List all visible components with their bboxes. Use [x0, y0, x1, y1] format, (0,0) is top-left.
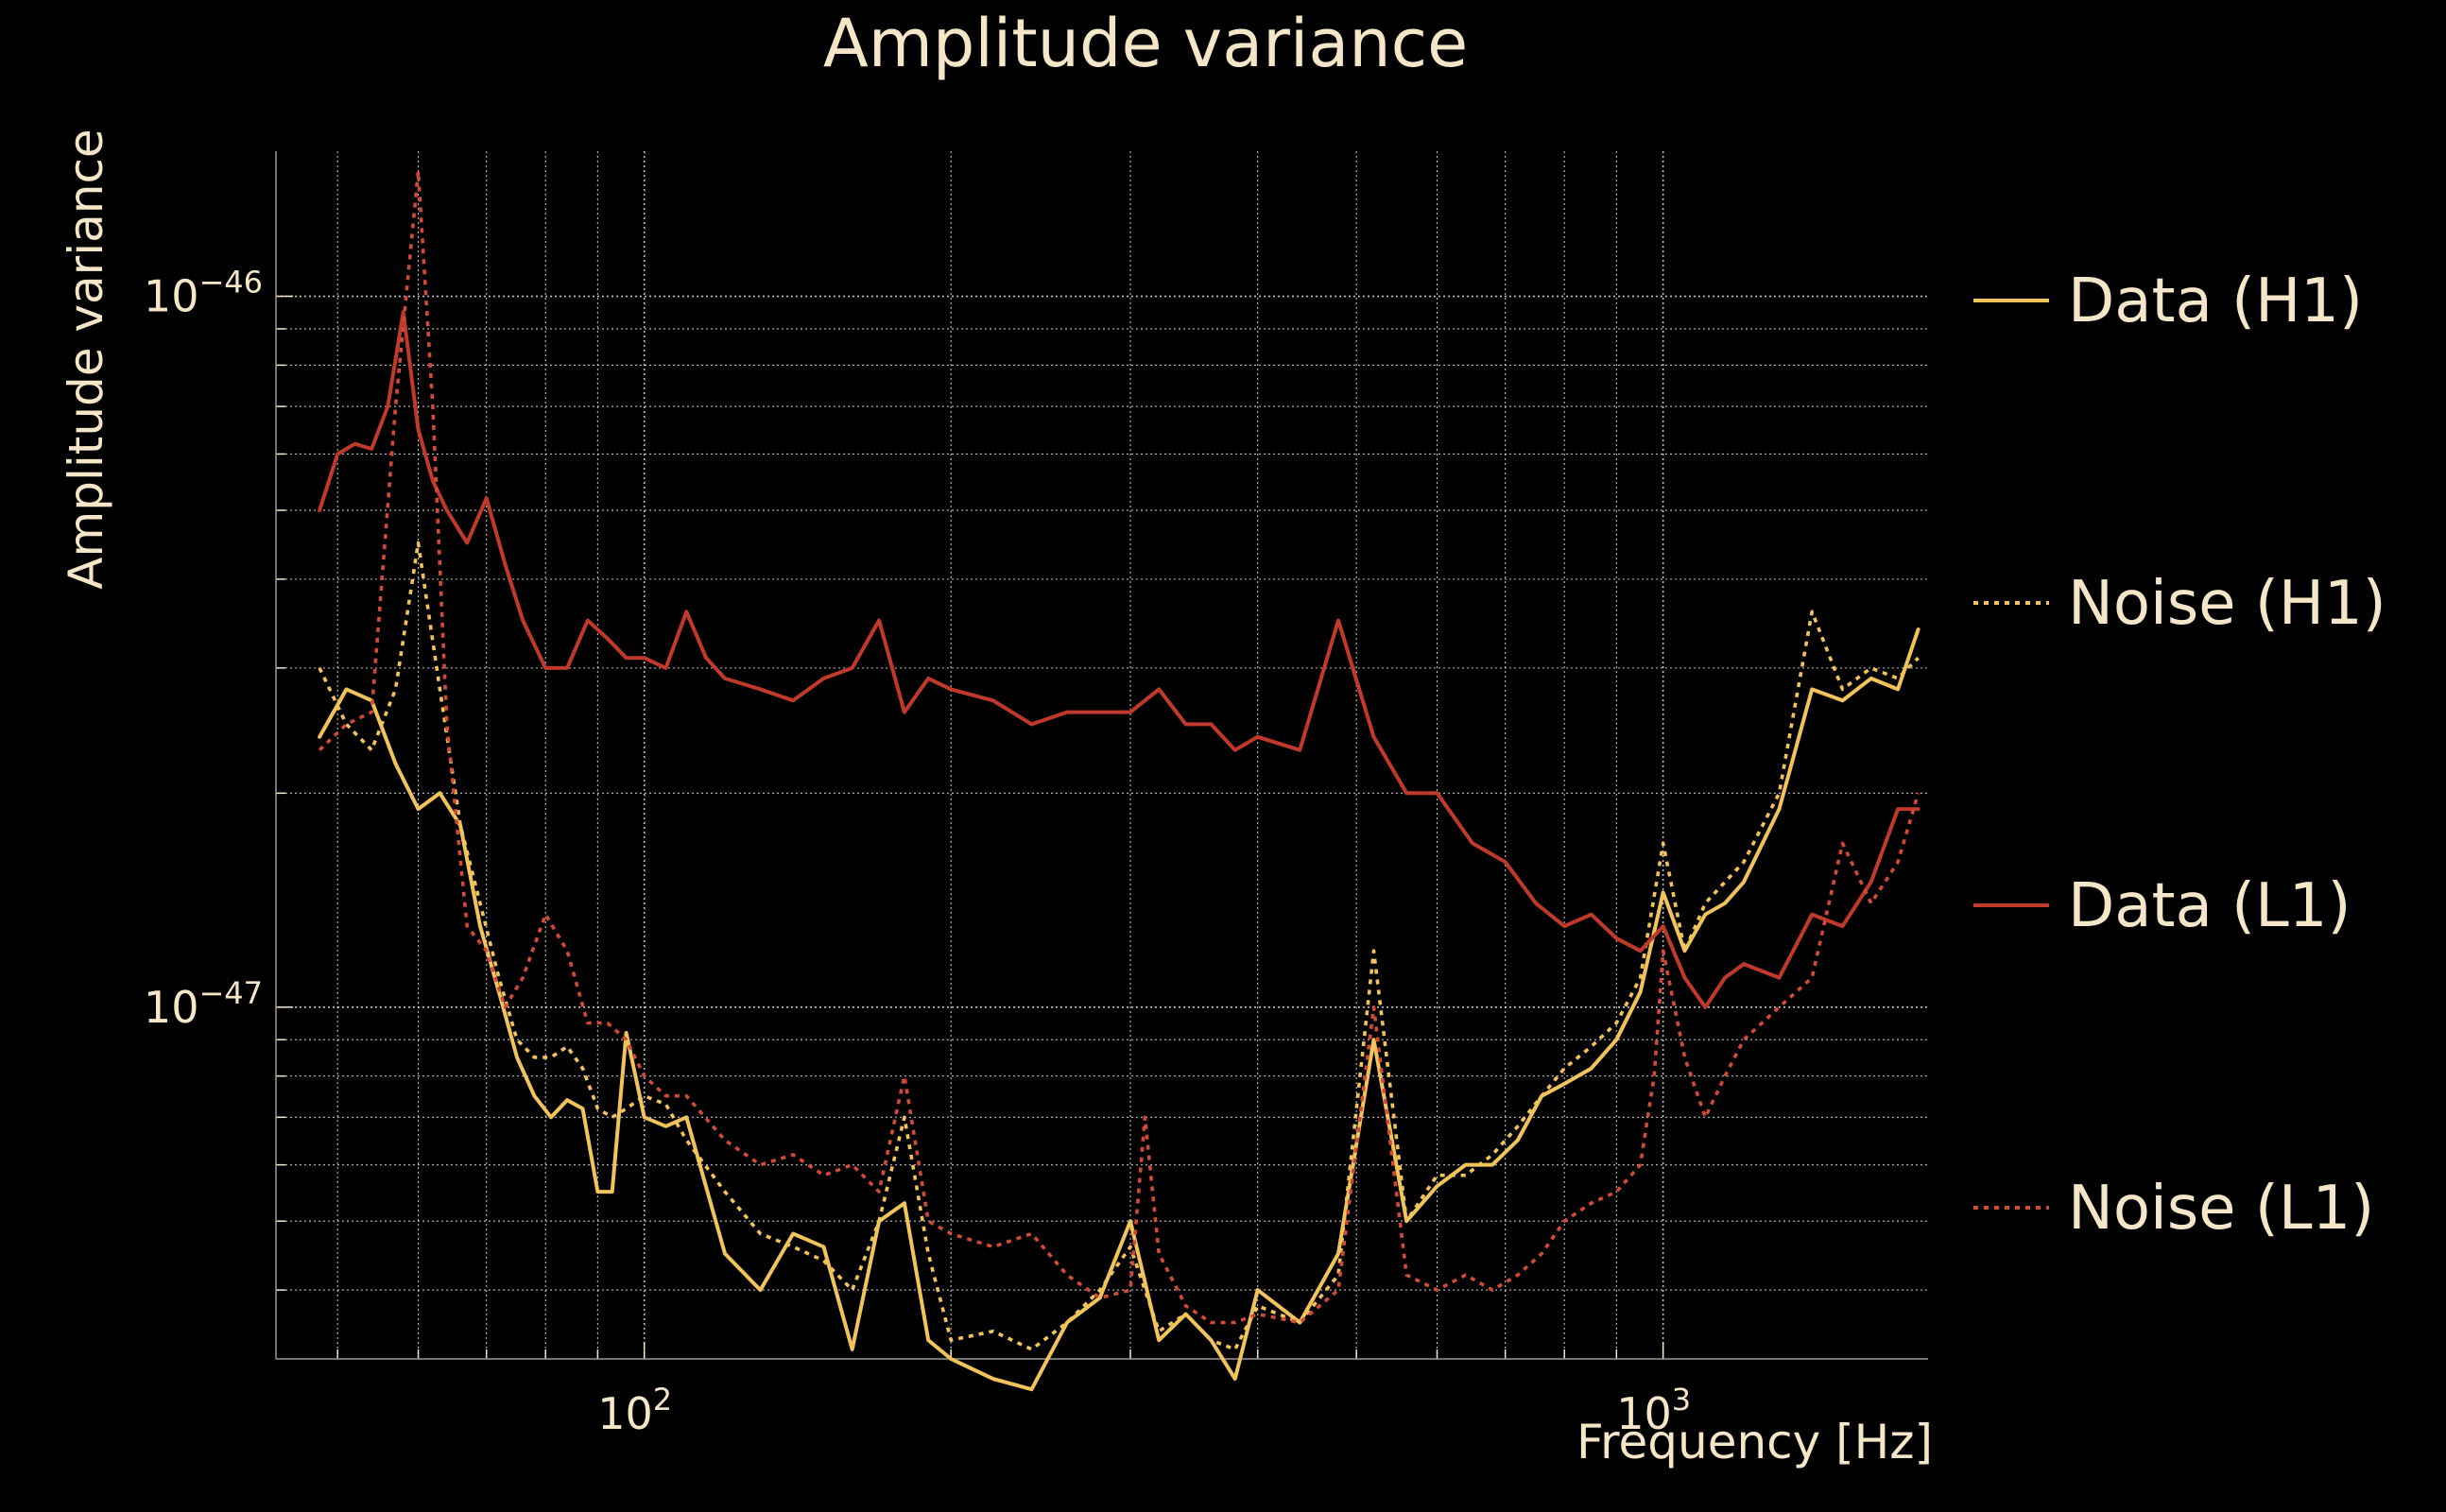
- y-tick-base: 10: [144, 982, 199, 1033]
- y-tick-base: 10: [144, 271, 199, 322]
- chart-title: Amplitude variance: [823, 5, 1468, 82]
- series-lines: [318, 169, 1921, 1392]
- y-tick-label: 10−47: [144, 975, 263, 1033]
- x-tick-label: 103: [1616, 1382, 1691, 1439]
- legend: Data (H1) Noise (H1) Data (L1) Noise (L1): [1973, 266, 2386, 1244]
- legend-label: Data (H1): [2068, 266, 2363, 336]
- y-tick-exponent: −46: [198, 265, 263, 301]
- y-tick-exponent: −47: [198, 975, 263, 1011]
- legend-label: Noise (L1): [2068, 1174, 2374, 1244]
- x-tick-exponent: 2: [653, 1382, 672, 1418]
- x-tick-label: 102: [597, 1382, 672, 1439]
- legend-label: Data (L1): [2068, 871, 2351, 941]
- x-tick-exponent: 3: [1672, 1382, 1691, 1418]
- x-tick-base: 10: [1616, 1388, 1672, 1439]
- series-line-noise-l1: [318, 169, 1921, 1325]
- x-axis-label: Frequency [Hz]: [1576, 1415, 1933, 1469]
- y-tick-label: 10−46: [144, 265, 263, 322]
- legend-label: Noise (H1): [2068, 569, 2386, 639]
- series-line-data-l1: [318, 310, 1921, 1009]
- y-axis-label: Amplitude variance: [59, 129, 113, 589]
- axes: [275, 151, 1928, 1360]
- series-line-data-h1: [318, 627, 1921, 1392]
- x-tick-base: 10: [597, 1388, 653, 1439]
